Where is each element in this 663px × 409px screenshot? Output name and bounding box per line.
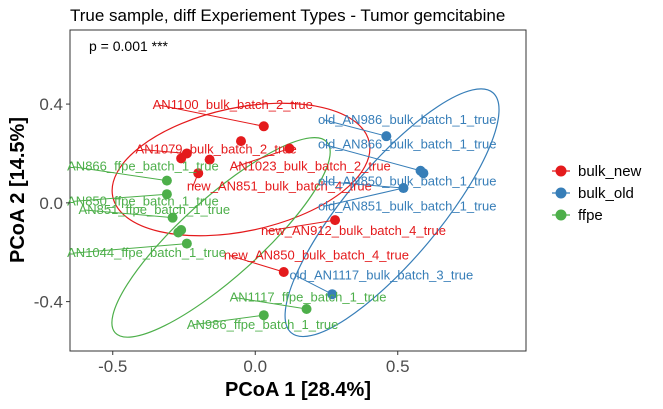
leader-line-bulk_old-1 <box>323 144 421 172</box>
point-label-ffpe-1: AN850_ffpe_batch_1_true <box>67 193 219 208</box>
leader-line-ffpe-2 <box>84 209 173 219</box>
point-bulk_new-4 <box>204 154 215 165</box>
y-tick-label: -0.4 <box>34 293 63 312</box>
point-ffpe-0 <box>161 175 172 186</box>
point-label-bulk_new-3: new_AN851_bulk_batch_4_true <box>187 179 372 194</box>
point-label-ffpe-3: AN1044_ffpe_batch_1_true <box>67 245 226 260</box>
legend-label-bulk_old: bulk_old <box>578 185 634 202</box>
y-axis-title: PCoA 2 [14.5%] <box>7 117 29 263</box>
ellipse-ffpe <box>111 137 331 338</box>
point-label-bulk_old-3: old_AN851_bulk_batch_1_true <box>318 198 497 213</box>
leader-line-bulk_new-0 <box>158 104 264 127</box>
y-axis: -0.4 0.0 0.4 <box>34 95 70 312</box>
p-value-annotation: p = 0.001 *** <box>89 38 169 54</box>
point-label-ffpe-4: AN1117_ffpe_batch_1_true <box>230 290 387 305</box>
leader-line-bulk_old-4 <box>295 274 333 295</box>
leader-line-bulk_new-4 <box>266 219 336 232</box>
ellipse-bulk_new <box>111 102 371 237</box>
leader-line-bulk_new-5 <box>229 255 284 273</box>
leader-line-ffpe-4 <box>235 297 307 310</box>
point-bulk_new-1 <box>236 136 246 147</box>
point-label-bulk_new-4: new_AN912_bulk_batch_4_true <box>261 223 446 238</box>
legend-key-ffpe <box>555 209 567 221</box>
ellipse-bulk_old <box>284 88 500 338</box>
point-bulk_new-3 <box>176 153 187 164</box>
point-ffpe-7 <box>258 310 269 321</box>
point-bulk_old-2 <box>418 168 429 179</box>
leader-line-ffpe-5 <box>192 314 264 326</box>
point-label-ffpe-2: AN851_ffpe_batch_1_true <box>79 202 231 217</box>
point-bulk_new-5 <box>284 143 295 154</box>
x-axis: -0.5 0.0 0.5 <box>98 351 410 376</box>
data-points <box>161 121 429 321</box>
point-label-bulk_new-2: AN1023_bulk_batch_2_true <box>230 159 391 174</box>
point-bulk_new-0 <box>258 121 269 132</box>
y-tick-label: 0.0 <box>39 194 63 213</box>
point-label-bulk_old-1: old_AN866_bulk_batch_1_true <box>318 137 497 152</box>
point-bulk_old-4 <box>327 289 338 300</box>
leader-line-ffpe-1 <box>73 193 167 202</box>
point-bulk_new-7 <box>330 215 341 226</box>
leader-line-bulk_new-2 <box>235 148 290 168</box>
point-bulk_new-6 <box>193 168 204 179</box>
point-bulk_old-0 <box>381 131 392 142</box>
point-ffpe-4 <box>176 225 187 236</box>
point-label-bulk_old-4: old_AN1117_bulk_batch_3_true <box>289 267 473 282</box>
point-ffpe-5 <box>181 238 192 249</box>
legend-label-bulk_new: bulk_new <box>578 163 642 180</box>
point-label-bulk_old-0: old_AN986_bulk_batch_1_true <box>318 112 497 127</box>
point-label-bulk_new-5: new_AN850_bulk_batch_4_true <box>224 248 409 263</box>
point-label-bulk_new-1: AN1079_bulk_batch_2_true <box>136 141 297 156</box>
leader-line-ffpe-3 <box>73 243 187 254</box>
point-ffpe-1 <box>161 189 172 200</box>
point-ffpe-2 <box>167 212 178 223</box>
point-label-ffpe-0: AN866_ffpe_batch_1_true <box>67 159 219 174</box>
point-bulk_new-8 <box>278 266 289 277</box>
point-label-bulk_new-0: AN1100_bulk_batch_2_true <box>153 97 313 112</box>
y-tick-label: 0.4 <box>39 95 63 114</box>
point-labels: AN1100_bulk_batch_2_true AN1079_bulk_batc… <box>67 97 496 332</box>
x-axis-title: PCoA 1 [28.4%] <box>225 379 371 401</box>
point-label-bulk_old-2: old_AN850_bulk_batch_1_true <box>318 174 497 189</box>
chart-title: True sample, diff Experiement Types - Tu… <box>70 6 505 25</box>
leader-line-bulk_old-3 <box>323 187 404 207</box>
legend-key-bulk_new <box>555 165 567 177</box>
point-ffpe-6 <box>301 304 312 315</box>
point-bulk_old-3 <box>398 183 409 194</box>
label-leader-lines <box>73 104 421 326</box>
leader-line-bulk_new-1 <box>141 148 187 154</box>
confidence-ellipses <box>111 88 500 338</box>
x-tick-label: 0.0 <box>243 357 267 376</box>
x-tick-label: -0.5 <box>98 357 127 376</box>
leader-line-bulk_old-2 <box>323 181 404 189</box>
x-tick-label: 0.5 <box>386 357 410 376</box>
plot-panel <box>69 29 527 352</box>
leader-line-ffpe-0 <box>73 166 167 182</box>
legend-label-ffpe: ffpe <box>578 207 603 224</box>
legend-key-bulk_old <box>555 187 567 199</box>
point-label-ffpe-5: AN986_ffpe_batch_1_true <box>187 317 339 332</box>
leader-line-bulk_old-0 <box>323 119 387 137</box>
